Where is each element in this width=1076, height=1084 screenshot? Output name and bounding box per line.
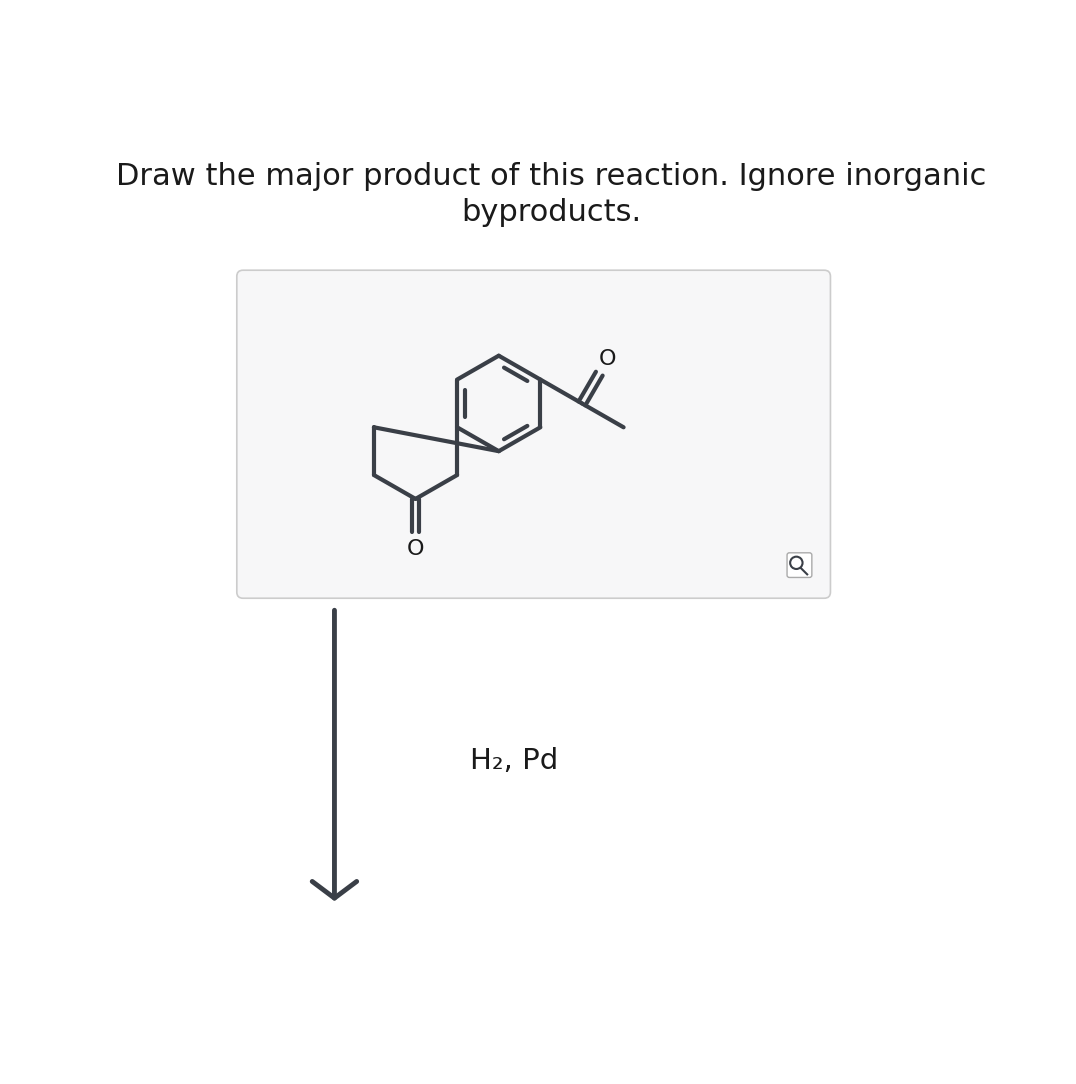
FancyBboxPatch shape [787,553,812,578]
Text: Draw the major product of this reaction. Ignore inorganic: Draw the major product of this reaction.… [116,163,987,192]
Text: byproducts.: byproducts. [462,198,641,227]
FancyBboxPatch shape [237,270,831,598]
Text: O: O [599,349,617,369]
Text: O: O [407,539,424,559]
Text: H₂, Pd: H₂, Pd [470,748,558,775]
